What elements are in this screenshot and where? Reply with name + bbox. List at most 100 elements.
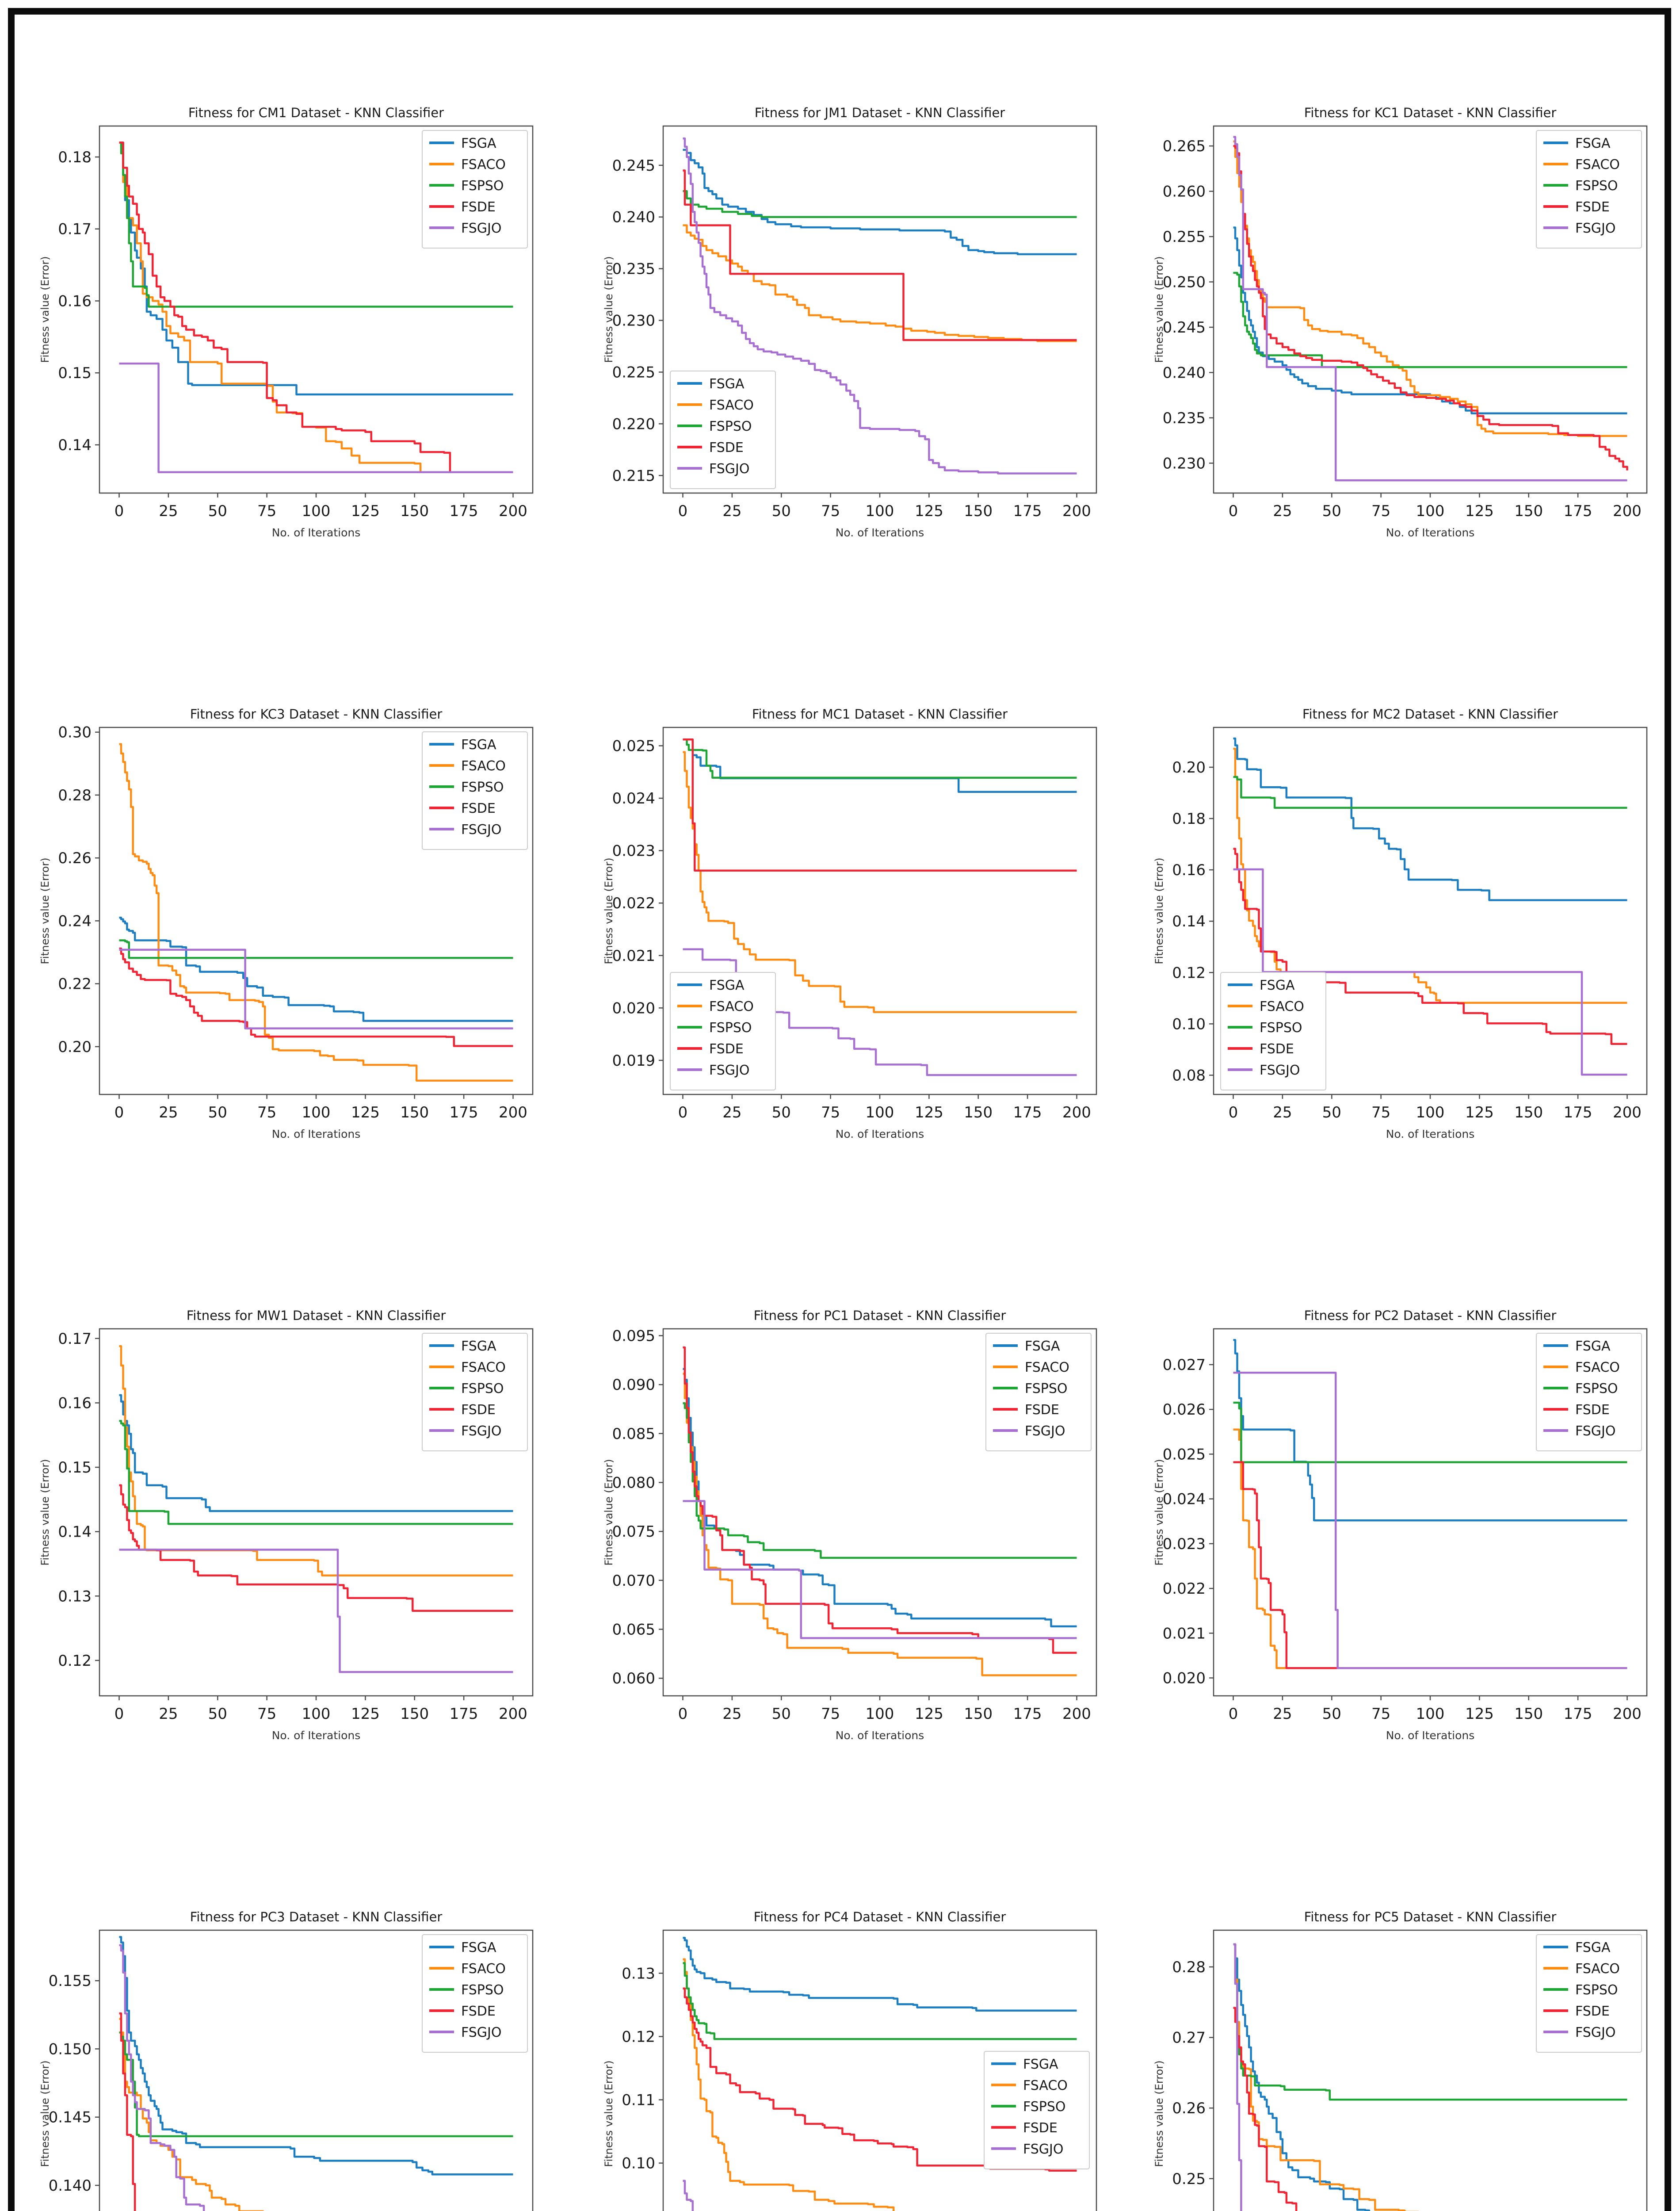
x-tick-label: 125 [351,1104,380,1121]
x-tick-label: 175 [1013,1705,1042,1723]
legend: FSGA FSACO FSPSO FSDE FSGJO [1536,130,1642,249]
legend-label-fspso: FSPSO [461,780,504,795]
chart-title: Fitness for PC4 Dataset - KNN Classifier [754,1909,1006,1924]
x-axis-label: No. of Iterations [836,1128,924,1140]
series-line-fspso [1233,272,1627,368]
x-tick-label: 25 [722,1705,741,1723]
x-tick-label: 75 [257,502,276,520]
legend: FSGA FSACO FSPSO FSDE FSGJO [422,1934,528,2053]
legend-box [670,371,776,489]
chart-title: Fitness for PC3 Dataset - KNN Classifier [190,1909,443,1924]
y-axis-label: Fitness value (Error) [603,256,615,363]
chart-cell-pc3: Fitness for PC3 Dataset - KNN Classifier… [35,1906,544,2211]
legend: FSGA FSACO FSPSO FSDE FSGJO [422,130,528,249]
legend: FSGA FSACO FSPSO FSDE FSGJO [670,371,776,489]
x-tick-label: 100 [1416,1705,1445,1723]
legend-label-fsaco: FSACO [1575,157,1620,172]
legend-label-fsga: FSGA [1575,1339,1611,1354]
x-tick-label: 100 [866,502,894,520]
chart-title: Fitness for JM1 Dataset - KNN Classifier [755,105,1005,120]
y-tick-label: 0.17 [58,221,92,238]
legend-label-fsga: FSGA [1575,1940,1611,1955]
x-tick-label: 125 [1465,1705,1494,1723]
x-tick-label: 175 [450,1705,478,1723]
legend-label-fsgjo: FSGJO [461,2025,501,2040]
y-tick-label: 0.28 [1172,1959,1206,1976]
series-line-fsde [683,1987,1077,2172]
x-tick-label: 100 [866,1705,894,1723]
y-tick-label: 0.220 [612,415,655,433]
series-line-fsgjo [119,1549,513,1673]
x-tick-label: 175 [1564,1104,1592,1121]
x-tick-label: 200 [1062,502,1091,520]
x-tick-label: 25 [159,502,178,520]
x-tick-label: 150 [964,1104,993,1121]
series-line-fsde [1233,145,1628,471]
y-axis-label: Fitness value (Error) [1153,1459,1165,1565]
chart-cell-cm1: Fitness for CM1 Dataset - KNN Classifier… [35,102,544,544]
y-tick-label: 0.240 [1163,364,1206,382]
plot-area [1213,1929,1648,2211]
x-axis-label: No. of Iterations [1386,526,1475,539]
y-tick-label: 0.14 [1172,913,1206,930]
y-tick-label: 0.260 [1163,183,1206,201]
series-line-fspso [683,1962,1077,2040]
y-tick-label: 0.070 [612,1572,655,1590]
series-line-fspso [683,738,1077,779]
legend-label-fsgjo: FSGJO [461,1423,501,1439]
x-tick-label: 25 [722,1104,741,1121]
x-tick-label: 200 [1062,1104,1091,1121]
legend-label-fsga: FSGA [1260,978,1295,993]
chart-title: Fitness for KC1 Dataset - KNN Classifier [1304,105,1557,120]
series-line-fsde [119,1484,513,1612]
x-tick-label: 75 [1371,1104,1390,1121]
chart-title: Fitness for MW1 Dataset - KNN Classifier [187,1308,446,1323]
chart-cell-jm1: Fitness for JM1 Dataset - KNN Classifier… [599,102,1107,544]
y-tick-label: 0.085 [612,1425,655,1443]
y-tick-label: 0.30 [58,724,92,742]
series-line-fsgjo [119,362,513,474]
y-tick-label: 0.20 [1172,759,1206,777]
y-tick-label: 0.22 [58,975,92,993]
x-tick-label: 75 [257,1104,276,1121]
x-tick-label: 100 [1416,502,1445,520]
y-axis-label: Fitness value (Error) [39,857,51,964]
y-tick-label: 0.26 [1172,2100,1206,2117]
y-tick-label: 0.28 [58,787,92,804]
x-tick-label: 150 [964,1705,993,1723]
legend-label-fsga: FSGA [461,1940,496,1955]
y-tick-label: 0.20 [58,1038,92,1056]
legend-box [422,731,528,850]
chart-cell-pc2: Fitness for PC2 Dataset - KNN Classifier… [1149,1304,1658,1747]
legend-label-fsde: FSDE [1575,199,1610,215]
plot-area [99,1929,534,2211]
x-tick-label: 50 [1322,502,1341,520]
series-line-fsaco [1233,1428,1627,1669]
y-tick-label: 0.15 [58,1459,92,1477]
legend: FSGA FSACO FSPSO FSDE FSGJO [1220,972,1326,1090]
y-tick-label: 0.17 [58,1330,92,1348]
y-tick-label: 0.145 [49,2109,92,2127]
x-tick-label: 75 [821,1104,840,1121]
legend-label-fspso: FSPSO [1575,1381,1618,1396]
y-tick-label: 0.08 [1172,1067,1206,1085]
y-tick-label: 0.023 [1163,1535,1206,1553]
legend-label-fsgjo: FSGJO [1575,221,1615,236]
legend-label-fsde: FSDE [461,1402,496,1418]
series-line-fsga [683,738,1077,793]
y-tick-label: 0.065 [612,1621,655,1639]
y-tick-label: 0.26 [58,849,92,867]
chart-pc2: Fitness for PC2 Dataset - KNN Classifier… [1153,1308,1648,1742]
series-line-fspso [119,1419,513,1525]
series-line-fspso [683,1402,1077,1559]
legend: FSGA FSACO FSPSO FSDE FSGJO [422,731,528,850]
x-tick-label: 175 [450,1104,478,1121]
y-tick-label: 0.025 [1163,1446,1206,1463]
x-tick-label: 50 [772,1104,791,1121]
y-axis-label: Fitness value (Error) [603,857,615,964]
chart-title: Fitness for PC1 Dataset - KNN Classifier [754,1308,1006,1323]
x-tick-label: 50 [208,502,227,520]
x-tick-label: 25 [1273,502,1292,520]
legend-label-fsgjo: FSGJO [1023,2142,1063,2157]
y-tick-label: 0.16 [1172,861,1206,879]
